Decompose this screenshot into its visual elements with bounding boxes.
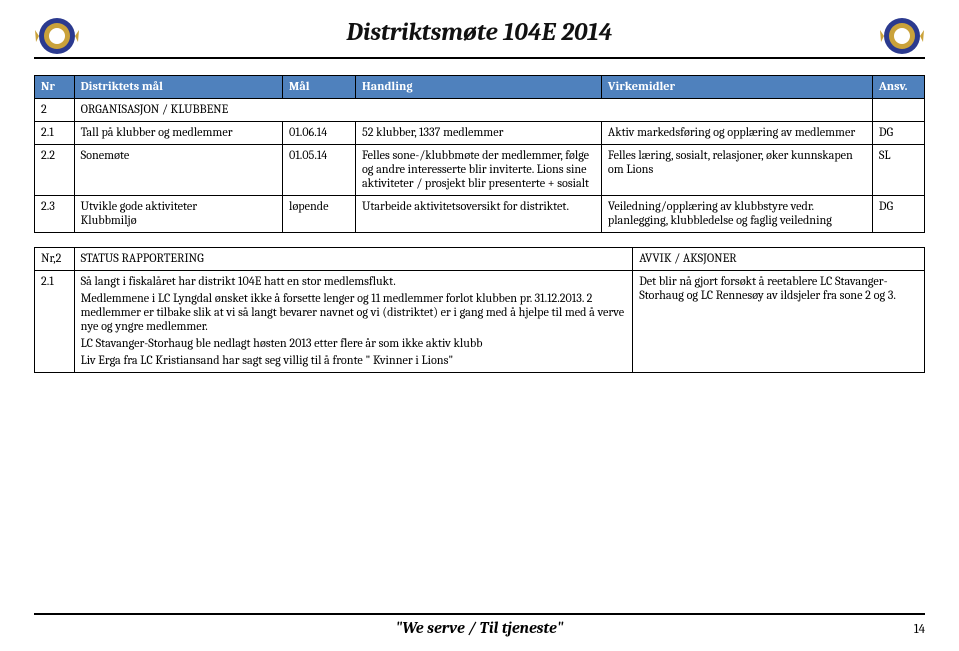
cell-avvik: Det blir nå gjort forsøkt å reetablere L… bbox=[633, 271, 925, 373]
cell-nr: 2.3 bbox=[35, 196, 75, 233]
cell-nr2: 2.1 bbox=[35, 271, 75, 373]
col-handling: Handling bbox=[355, 76, 601, 99]
cell-a: SL bbox=[872, 145, 924, 196]
status-para: Så langt i fiskalåret har distrikt 104E … bbox=[81, 275, 627, 289]
cell-m2: løpende bbox=[283, 196, 356, 233]
cell-a: DG bbox=[872, 122, 924, 145]
section-nr: 2 bbox=[35, 99, 75, 122]
status-row: 2.1 Så langt i fiskalåret har distrikt 1… bbox=[35, 271, 925, 373]
col-nr2: Nr,2 bbox=[35, 248, 75, 271]
cell-nr: 2.2 bbox=[35, 145, 75, 196]
header-rule bbox=[34, 57, 925, 59]
status-table: Nr,2 STATUS RAPPORTERING AVVIK / AKSJONE… bbox=[34, 247, 925, 373]
cell-h: Utarbeide aktivitetsoversikt for distrik… bbox=[355, 196, 601, 233]
cell-h: Felles sone-/klubbmøte der medlemmer, fø… bbox=[355, 145, 601, 196]
lions-logo-left-icon bbox=[34, 16, 80, 56]
page-header: Distriktsmøte 104E 2014 bbox=[34, 18, 925, 47]
table-row: 2.2 Sonemøte 01.05.14 Felles sone-/klubb… bbox=[35, 145, 925, 196]
cell-m1: Sonemøte bbox=[74, 145, 282, 196]
page: Distriktsmøte 104E 2014 Nr Distriktets m… bbox=[0, 0, 959, 651]
status-header-row: Nr,2 STATUS RAPPORTERING AVVIK / AKSJONE… bbox=[35, 248, 925, 271]
page-footer: "We serve / Til tjeneste" 14 bbox=[34, 613, 925, 637]
cell-v: Veiledning/opplæring av klubbstyre vedr.… bbox=[601, 196, 872, 233]
footer-rule bbox=[34, 613, 925, 615]
cell-m2: 01.05.14 bbox=[283, 145, 356, 196]
cell-h: 52 klubber, 1337 medlemmer bbox=[355, 122, 601, 145]
page-title: Distriktsmøte 104E 2014 bbox=[347, 18, 613, 47]
footer-line: "We serve / Til tjeneste" 14 bbox=[34, 619, 925, 637]
section-row: 2 ORGANISASJON / KLUBBENE bbox=[35, 99, 925, 122]
cell-m1: Tall på klubber og medlemmer bbox=[74, 122, 282, 145]
status-para: Medlemmene i LC Lyngdal ønsket ikke å fo… bbox=[81, 292, 627, 334]
col-mal2: Mål bbox=[283, 76, 356, 99]
col-virk: Virkemidler bbox=[601, 76, 872, 99]
status-para: Liv Erga fra LC Kristiansand har sagt se… bbox=[81, 354, 627, 368]
table-header-row: Nr Distriktets mål Mål Handling Virkemid… bbox=[35, 76, 925, 99]
cell-v: Felles læring, sosialt, relasjoner, øker… bbox=[601, 145, 872, 196]
table-row: 2.3 Utvikle gode aktiviteter Klubbmiljø … bbox=[35, 196, 925, 233]
cell-m1: Utvikle gode aktiviteter Klubbmiljø bbox=[74, 196, 282, 233]
col-ansv: Ansv. bbox=[872, 76, 924, 99]
lions-logo-right-icon bbox=[879, 16, 925, 56]
status-para: LC Stavanger-Storhaug ble nedlagt høsten… bbox=[81, 337, 627, 351]
page-number: 14 bbox=[901, 622, 925, 637]
col-mal: Distriktets mål bbox=[74, 76, 282, 99]
cell-status: Så langt i fiskalåret har distrikt 104E … bbox=[74, 271, 633, 373]
empty-cell bbox=[872, 99, 924, 122]
section-label: ORGANISASJON / KLUBBENE bbox=[74, 99, 872, 122]
footer-motto: "We serve / Til tjeneste" bbox=[58, 619, 901, 637]
cell-a: DG bbox=[872, 196, 924, 233]
col-status: STATUS RAPPORTERING bbox=[74, 248, 633, 271]
table-row: 2.1 Tall på klubber og medlemmer 01.06.1… bbox=[35, 122, 925, 145]
col-nr: Nr bbox=[35, 76, 75, 99]
cell-v: Aktiv markedsføring og opplæring av medl… bbox=[601, 122, 872, 145]
cell-nr: 2.1 bbox=[35, 122, 75, 145]
col-avvik: AVVIK / AKSJONER bbox=[633, 248, 925, 271]
cell-m2: 01.06.14 bbox=[283, 122, 356, 145]
goals-table: Nr Distriktets mål Mål Handling Virkemid… bbox=[34, 75, 925, 233]
